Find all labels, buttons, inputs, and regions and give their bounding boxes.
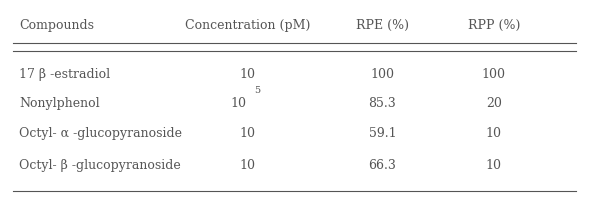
Text: 5: 5 — [254, 86, 260, 95]
Text: 59.1: 59.1 — [369, 127, 396, 140]
Text: 100: 100 — [482, 68, 506, 81]
Text: 10: 10 — [240, 127, 256, 140]
Text: 10: 10 — [486, 159, 502, 172]
Text: 85.3: 85.3 — [369, 97, 396, 110]
Text: 10: 10 — [240, 159, 256, 172]
Text: 10: 10 — [486, 127, 502, 140]
Text: 10: 10 — [240, 68, 256, 81]
Text: RPE (%): RPE (%) — [356, 19, 409, 32]
Text: 20: 20 — [486, 97, 502, 110]
Text: Octyl- β -glucopyranoside: Octyl- β -glucopyranoside — [19, 159, 181, 172]
Text: 17 β -estradiol: 17 β -estradiol — [19, 68, 110, 81]
Text: Compounds: Compounds — [19, 19, 94, 32]
Text: RPP (%): RPP (%) — [468, 19, 520, 32]
Text: 100: 100 — [370, 68, 395, 81]
Text: Concentration (pM): Concentration (pM) — [185, 19, 310, 32]
Text: 66.3: 66.3 — [369, 159, 396, 172]
Text: Octyl- α -glucopyranoside: Octyl- α -glucopyranoside — [19, 127, 182, 140]
Text: Nonylphenol: Nonylphenol — [19, 97, 100, 110]
Text: 10: 10 — [230, 97, 246, 110]
